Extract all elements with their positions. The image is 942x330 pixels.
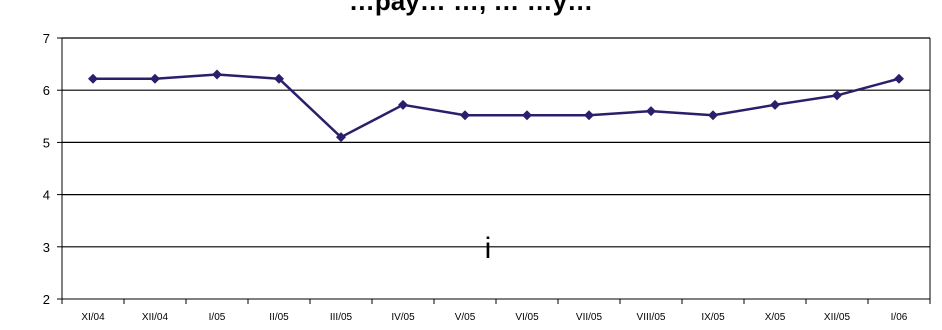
x-tick-label: V/05 bbox=[455, 312, 476, 323]
x-tick-label: XI/04 bbox=[81, 312, 105, 323]
x-tick-label: VIII/05 bbox=[637, 312, 666, 323]
series-line bbox=[93, 73, 900, 139]
y-tick-label: 3 bbox=[43, 240, 50, 255]
y-tick-label: 2 bbox=[43, 292, 50, 307]
x-tick-label: VI/05 bbox=[515, 312, 539, 323]
y-tick-label: 7 bbox=[43, 31, 50, 46]
data-point bbox=[460, 110, 470, 121]
data-point bbox=[336, 132, 346, 143]
data-point bbox=[584, 110, 594, 121]
y-tick-label: 6 bbox=[43, 83, 50, 98]
x-tick-label: VII/05 bbox=[576, 312, 603, 323]
x-tick-label: II/05 bbox=[269, 312, 289, 323]
chart-annotation: i bbox=[485, 232, 492, 265]
x-tick-label: XII/04 bbox=[142, 312, 169, 323]
x-tick-label: X/05 bbox=[765, 312, 786, 323]
data-point bbox=[894, 73, 904, 84]
data-point bbox=[770, 99, 780, 110]
x-tick-label: I/05 bbox=[209, 312, 226, 323]
chart-title: …pay… …, … …y… bbox=[348, 0, 594, 16]
data-point bbox=[274, 73, 284, 84]
x-axis-ticks: XI/04 XII/04 I/05 II/05 III/05 IV/05 V/05 VI/05… bbox=[61, 299, 931, 323]
data-point bbox=[88, 73, 98, 84]
x-tick-label: III/05 bbox=[330, 312, 353, 323]
gridlines bbox=[62, 37, 930, 248]
data-point bbox=[398, 99, 408, 110]
x-tick-label: IV/05 bbox=[391, 312, 415, 323]
data-point bbox=[522, 110, 532, 121]
data-point bbox=[646, 106, 656, 117]
x-tick-label: IX/05 bbox=[701, 312, 725, 323]
y-tick-label: 4 bbox=[43, 188, 50, 203]
data-point bbox=[832, 90, 842, 101]
series-group bbox=[88, 69, 904, 143]
data-point bbox=[708, 110, 718, 121]
data-point bbox=[150, 73, 160, 84]
x-tick-label: XII/05 bbox=[824, 312, 851, 323]
x-tick-label: I/06 bbox=[891, 312, 908, 323]
data-point bbox=[212, 69, 222, 80]
y-axis-ticks: 2 3 4 5 6 7 bbox=[43, 31, 62, 307]
y-tick-label: 5 bbox=[43, 135, 50, 150]
